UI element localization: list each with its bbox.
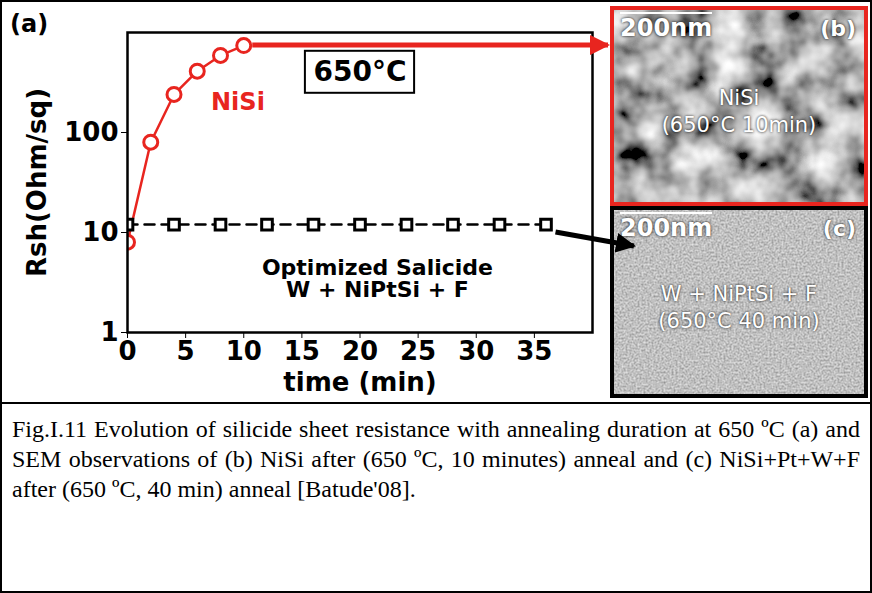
html-text:W + NiPtSi + F: W + NiPtSi + F [660,282,818,306]
svg-text:650°C: 650°C [314,55,407,88]
html-text:(650°C 10min): (650°C 10min) [661,113,817,138]
svg-text:10: 10 [226,336,262,366]
html-text:200nm: 200nm [620,14,713,42]
svg-text:25: 25 [400,336,436,366]
svg-text:1: 1 [100,317,118,347]
svg-text:30: 30 [458,336,494,366]
html-text:(b): (b) [820,16,856,41]
svg-text:NiSi: NiSi [211,88,265,116]
html-text:(c): (c) [822,216,856,241]
svg-text:15: 15 [284,336,320,366]
svg-text:Optimized SalicideW + NiPtSi +: Optimized SalicideW + NiPtSi + F [262,255,493,302]
svg-text:35: 35 [516,336,552,366]
svg-text:time (min): time (min) [283,367,436,397]
svg-text:0: 0 [118,336,136,366]
svg-text:5: 5 [177,336,195,366]
svg-text:100: 100 [64,117,118,147]
html-text:(a): (a) [10,10,49,38]
html-text:200nm: 200nm [620,214,713,242]
html-text:Fig.I.11 Evolution of silicide: Fig.I.11 Evolution of silicide sheet res… [12,416,860,502]
svg-text:Rsh(Ohm/sq): Rsh(Ohm/sq) [22,88,52,277]
html-text:NiSi: NiSi [718,86,760,110]
html-text:(650°C 40 min): (650°C 40 min) [658,309,820,334]
svg-text:10: 10 [82,217,118,247]
svg-text:20: 20 [342,336,378,366]
